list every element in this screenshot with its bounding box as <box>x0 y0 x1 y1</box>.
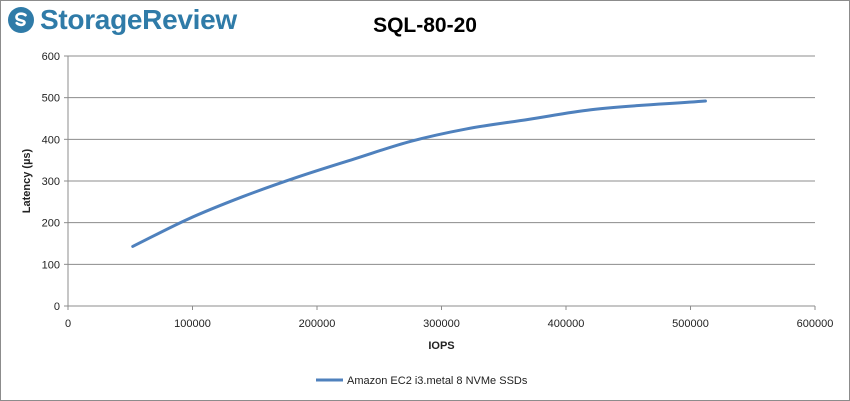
y-tick-label: 100 <box>42 259 60 271</box>
y-tick-labels: 0 100 200 300 400 500 600 <box>42 51 68 313</box>
storagereview-logo-icon <box>8 7 34 33</box>
y-tick-label: 400 <box>42 134 60 146</box>
legend-label: Amazon EC2 i3.metal 8 NVMe SSDs <box>347 375 528 387</box>
brand-name: StorageReview <box>40 4 237 35</box>
x-tick-label: 300000 <box>423 318 460 330</box>
chart-title: SQL-80-20 <box>373 14 477 37</box>
y-tick-label: 300 <box>42 176 60 188</box>
x-tick-label: 400000 <box>548 318 585 330</box>
series-lines <box>131 99 707 248</box>
x-tick-label: 600000 <box>797 318 834 330</box>
y-tick-label: 0 <box>54 301 60 313</box>
legend: Amazon EC2 i3.metal 8 NVMe SSDs <box>316 375 528 387</box>
y-tick-label: 500 <box>42 93 60 105</box>
x-tick-label: 200000 <box>299 318 336 330</box>
y-tick-label: 200 <box>42 218 60 230</box>
y-axis-label: Latency (µs) <box>21 148 33 213</box>
gridlines <box>68 55 815 265</box>
x-tick-label: 500000 <box>672 318 709 330</box>
series-line <box>131 99 707 248</box>
x-tick-labels: 0 100000 200000 300000 400000 500000 600000 <box>65 306 833 330</box>
x-tick-label: 100000 <box>174 318 211 330</box>
brand-logo: StorageReview <box>6 4 237 36</box>
y-tick-label: 600 <box>42 51 60 63</box>
x-axis-label: IOPS <box>428 340 454 352</box>
x-tick-label: 0 <box>65 318 71 330</box>
